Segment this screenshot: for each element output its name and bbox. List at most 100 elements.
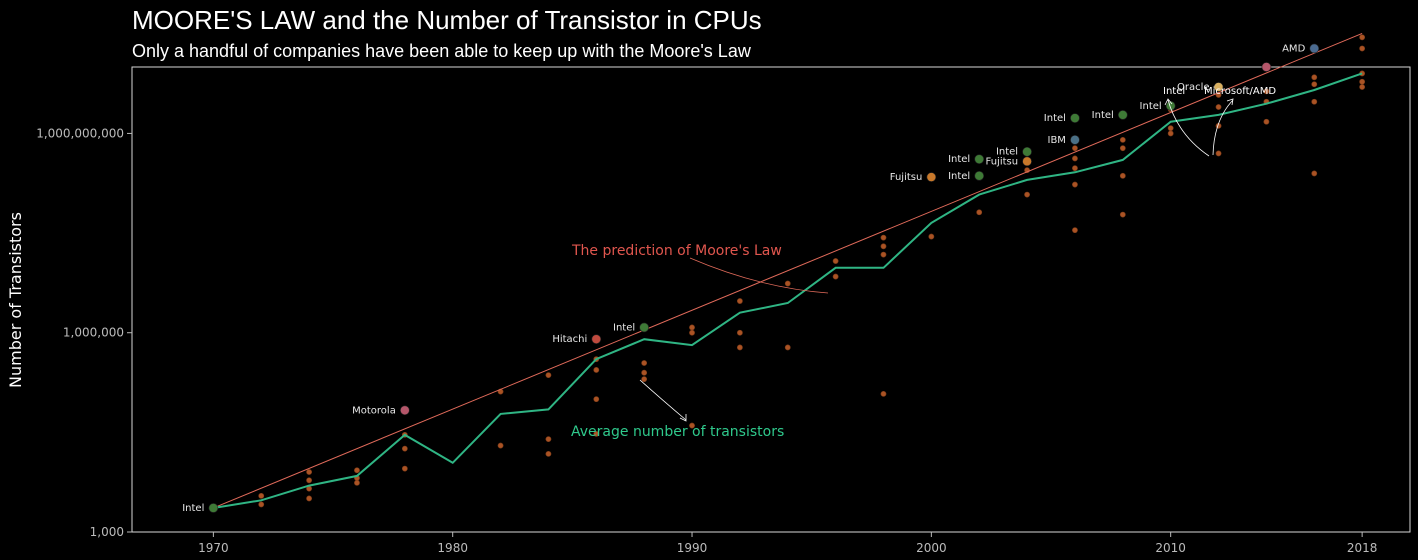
x-tick-label: 1980 [437,541,468,555]
scatter-point [880,243,887,250]
average-label-connector [639,379,687,421]
scatter-point [1311,81,1318,88]
x-tick-label: 2000 [916,541,947,555]
highlight-point [208,503,219,513]
scatter-point [1119,211,1126,218]
scatter-point [258,492,265,499]
callout-microsoft-amd-label: Microsoft/AMD [1204,86,1276,97]
average-arrow-head [679,414,687,422]
highlight-point [591,334,602,344]
highlight-layer: IntelMotorolaHitachiIntelFujitsuIntelInt… [182,43,1320,514]
callout-intel-arrow [1164,98,1210,157]
scatter-point [1263,118,1270,125]
scatter-point [689,324,695,331]
highlight-point [1022,156,1032,167]
scatter-point [736,344,743,351]
scatter-point [1311,98,1318,105]
highlight-point [639,322,649,333]
x-tick-label: 1990 [677,541,708,555]
scatter-point [1311,74,1318,81]
y-tick-label: 1,000,000 [63,326,124,340]
scatter-point [1024,191,1030,198]
average-label: Average number of transistors [571,424,784,440]
scatter-point [1119,145,1126,152]
scatter-point [593,367,600,373]
scatter-point [1072,181,1078,188]
scatter-point [401,445,408,452]
highlight-point [1261,62,1272,72]
scatter-point [784,344,791,351]
moore-law-line [213,32,1363,509]
highlight-label: Intel [1092,110,1114,121]
highlight-point [1022,146,1032,157]
x-tick-label: 1970 [198,541,229,555]
scatter-point [976,209,983,216]
scatter-point [545,436,552,443]
scatter-point [258,501,265,508]
callout-microsoft-amd-arrow [1212,98,1234,156]
chart-title: MOORE'S LAW and the Number of Transistor… [132,5,762,35]
scatter-point [401,465,408,472]
highlight-label: AMD [1282,43,1305,54]
moore-law-label-connector [689,257,829,294]
highlight-point [974,171,985,181]
scatter-point [1215,150,1222,157]
highlight-label: Intel [1140,101,1162,112]
scatter-point [1359,34,1366,41]
highlight-label: Intel [948,154,970,165]
scatter-point [1359,78,1366,85]
scatter-point [1359,45,1366,52]
scatter-point [306,495,313,502]
scatter-point [1167,125,1174,132]
scatter-point [354,467,360,474]
highlight-label: Intel [996,147,1018,158]
y-axis-label: Number of Transistors [6,212,25,388]
highlight-label: Intel [948,171,970,182]
chart-subtitle: Only a handful of companies have been ab… [132,41,752,61]
scatter-point [1072,145,1078,152]
scatter-point [880,234,887,241]
highlight-label: Fujitsu [986,156,1019,167]
highlight-label: Fujitsu [890,172,923,183]
scatter-point [1263,88,1270,95]
scatter-point [545,450,552,457]
scatter-point [593,430,600,437]
scatter-point [641,376,648,383]
highlight-point [400,405,410,416]
y-tick-label: 1,000 [90,525,124,539]
scatter-point [736,329,743,336]
scatter-point [497,442,504,449]
scatter-point [832,258,839,264]
moore-law-label: The prediction of Moore's Law [571,243,782,259]
scatter-point [689,422,695,429]
highlight-point [974,154,985,164]
scatter-point [306,477,313,484]
x-tick-label: 2018 [1347,541,1378,555]
scatter-point [1119,136,1126,143]
scatter-point [306,469,313,475]
highlight-label: Intel [613,322,635,333]
scatter-point [1119,172,1126,179]
scatter-point [641,360,648,366]
scatter-point [689,329,695,336]
scatter-point [593,396,600,403]
highlight-point [1213,82,1224,92]
x-tick-label: 2010 [1155,541,1186,555]
scatter-point [1359,84,1366,90]
lines-layer [213,32,1363,509]
highlight-point [1070,135,1080,145]
scatter-point [641,369,648,376]
callout-intel-label: Intel [1163,86,1185,97]
scatter-point [1311,170,1318,177]
scatter-point [1215,104,1222,110]
scatter-point [784,280,791,287]
scatter-point [880,390,887,397]
y-tick-label: 1,000,000,000 [36,126,124,140]
axes: 1970 1980 1990 2000 2010 2018 1,000 1,000,000 1,… [36,126,1377,555]
highlight-point [1118,110,1128,120]
average-line [213,72,1363,509]
scatter-point [545,372,552,379]
scatter-point [928,233,935,240]
highlight-label: Intel [1044,113,1066,124]
